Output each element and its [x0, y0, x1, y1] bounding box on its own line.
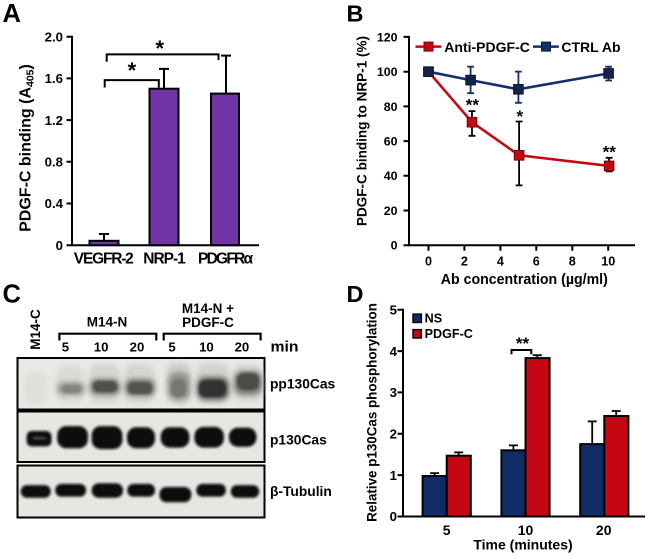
svg-text:0.4: 0.4 [45, 196, 64, 211]
svg-text:1.6: 1.6 [45, 71, 63, 86]
svg-text:M14-N: M14-N [87, 314, 128, 329]
svg-text:5: 5 [168, 340, 175, 355]
svg-text:20: 20 [596, 522, 612, 538]
svg-text:CTRL Ab: CTRL Ab [561, 39, 620, 55]
svg-text:80: 80 [384, 100, 398, 114]
svg-text:Anti-PDGF-C: Anti-PDGF-C [444, 39, 530, 55]
svg-text:0: 0 [56, 238, 63, 253]
svg-text:5: 5 [443, 522, 451, 538]
svg-text:PDGF-C binding (A405): PDGF-C binding (A405) [18, 64, 37, 232]
svg-text:*: * [156, 36, 165, 61]
svg-text:M14-N +: M14-N + [182, 301, 234, 316]
svg-text:10: 10 [199, 340, 214, 355]
svg-text:2.0: 2.0 [45, 29, 63, 44]
svg-text:Time (minutes): Time (minutes) [473, 537, 572, 553]
svg-text:4: 4 [390, 344, 398, 359]
svg-text:10: 10 [94, 340, 109, 355]
svg-text:20: 20 [384, 204, 398, 218]
svg-text:M14-C: M14-C [28, 309, 43, 350]
svg-text:1: 1 [390, 468, 397, 483]
svg-text:1.2: 1.2 [45, 113, 63, 128]
svg-text:min: min [271, 340, 299, 356]
svg-text:PDGF-C: PDGF-C [182, 315, 234, 330]
svg-text:120: 120 [377, 30, 398, 44]
svg-text:NRP-1: NRP-1 [143, 251, 186, 268]
svg-text:**: ** [603, 143, 617, 162]
svg-text:100: 100 [377, 65, 398, 79]
svg-text:20: 20 [130, 340, 145, 355]
svg-text:10: 10 [601, 254, 615, 268]
svg-text:8: 8 [569, 254, 576, 268]
svg-text:**: ** [466, 96, 480, 115]
svg-text:3: 3 [390, 385, 397, 400]
svg-text:PDGF-C binding to NRP-1 (%): PDGF-C binding to NRP-1 (%) [354, 36, 370, 226]
svg-text:0: 0 [390, 509, 397, 524]
svg-text:6: 6 [533, 254, 540, 268]
svg-text:NS: NS [425, 311, 443, 325]
svg-text:PDGFRα: PDGFRα [198, 251, 253, 268]
svg-text:A: A [3, 0, 21, 28]
svg-text:0: 0 [425, 254, 432, 268]
svg-text:2: 2 [461, 254, 468, 268]
svg-text:*: * [128, 58, 137, 83]
svg-text:0.8: 0.8 [45, 155, 63, 170]
svg-text:2: 2 [390, 427, 397, 442]
svg-text:C: C [3, 281, 21, 309]
svg-text:Ab concentration (µg/ml): Ab concentration (µg/ml) [441, 272, 608, 288]
svg-text:**: ** [516, 334, 530, 353]
svg-text:VEGFR-2: VEGFR-2 [74, 251, 134, 268]
svg-text:*: * [516, 107, 523, 126]
svg-text:4: 4 [497, 254, 504, 268]
svg-text:20: 20 [235, 340, 250, 355]
svg-text:p130Cas: p130Cas [270, 432, 327, 447]
svg-text:PDGF-C: PDGF-C [425, 327, 473, 341]
svg-text:10: 10 [518, 522, 534, 538]
svg-text:B: B [347, 1, 364, 27]
svg-text:5: 5 [62, 340, 69, 355]
svg-text:60: 60 [384, 135, 398, 149]
svg-text:pp130Cas: pp130Cas [270, 376, 336, 391]
svg-text:Relative p130Cas phosphorylati: Relative p130Cas phosphorylation [365, 303, 380, 522]
svg-text:40: 40 [384, 169, 398, 183]
svg-text:5: 5 [390, 302, 397, 317]
svg-text:D: D [347, 281, 364, 307]
svg-text:β-Tubulin: β-Tubulin [270, 484, 332, 499]
svg-text:0: 0 [391, 239, 398, 253]
